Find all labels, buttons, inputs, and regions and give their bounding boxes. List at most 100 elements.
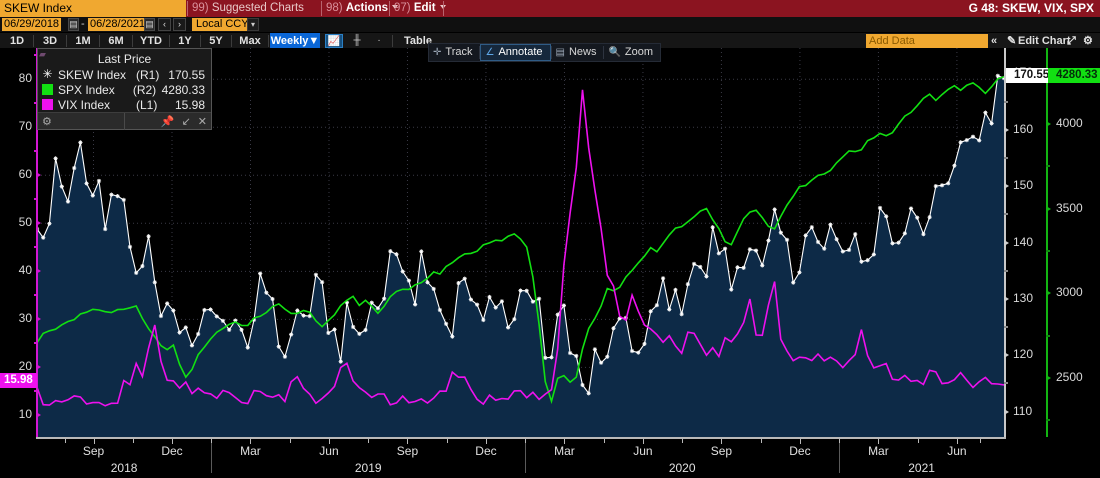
start-date-calendar-icon[interactable]: ▤ xyxy=(68,18,79,31)
table-button[interactable]: Table xyxy=(404,35,432,47)
currency-selector[interactable]: Local CCY xyxy=(192,18,253,31)
right-axis-1-arrow xyxy=(1004,352,1009,359)
collapse-panel-icon[interactable]: « xyxy=(991,35,998,47)
gear-icon[interactable]: ⚙ xyxy=(42,115,52,128)
right-axis-1-tick-160: 160 xyxy=(1013,121,1034,136)
actions-button[interactable]: 98) Actions xyxy=(326,0,398,17)
right-axis-1-tick-130: 130 xyxy=(1013,290,1034,305)
chevron-down-icon: ▼ xyxy=(308,35,320,47)
frequency-selector[interactable]: Weekly▼ xyxy=(270,33,320,49)
zoom-button[interactable]: 🔍 Zoom xyxy=(604,44,660,61)
compare-icon[interactable]: ╫ xyxy=(353,35,361,46)
period-max[interactable]: Max xyxy=(239,35,261,47)
left-axis-minor-tick xyxy=(34,294,38,297)
ticker-input[interactable]: SKEW Index xyxy=(0,0,186,17)
annotate-button[interactable]: ∠ Annotate xyxy=(480,44,551,61)
right-axis-1-arrow xyxy=(1004,183,1009,190)
start-date-input[interactable]: 06/29/2018 xyxy=(2,18,62,31)
x-axis-month-label: Dec xyxy=(161,444,183,458)
period-5y[interactable]: 5Y xyxy=(209,35,223,47)
period-ytd[interactable]: YTD xyxy=(140,35,162,47)
right-axis-1-minor-tick xyxy=(1004,382,1008,385)
gear-icon[interactable]: ⚙ xyxy=(1083,35,1093,47)
date-range-bar: 06/29/2018 ▤ - 06/28/2021 ▤ ‹ › Local CC… xyxy=(0,17,1100,49)
period-1m[interactable]: 1M xyxy=(75,35,91,47)
legend-series-name: VIX Index xyxy=(58,97,111,112)
period-6m[interactable]: 6M xyxy=(108,35,124,47)
legend-row[interactable]: SPX Index (R2) 4280.33 xyxy=(38,82,211,97)
legend-series-value: 4280.33 xyxy=(161,82,205,97)
edit-chart-button[interactable]: Edit Chart xyxy=(1018,35,1071,47)
legend-row[interactable]: ✳ SKEW Index (R1) 170.55 xyxy=(38,67,211,82)
legend-series-name: SPX Index xyxy=(58,82,115,97)
legend-series-axis: (L1) xyxy=(136,97,158,112)
x-axis-minor-tick xyxy=(917,439,919,443)
minimize-icon[interactable]: ↙ xyxy=(181,115,191,128)
x-axis-minor-tick xyxy=(980,439,982,443)
x-axis-year-label: 2020 xyxy=(668,461,696,475)
add-data-input[interactable]: Add Data xyxy=(866,34,988,48)
prev-period-button[interactable]: ‹ xyxy=(158,18,171,31)
edit-button[interactable]: 97) Edit xyxy=(394,0,446,17)
end-date-input[interactable]: 06/28/2021 xyxy=(88,18,148,31)
left-axis-arrow xyxy=(36,172,41,179)
end-date-calendar-icon[interactable]: ▤ xyxy=(144,18,155,31)
year-separator xyxy=(525,443,527,473)
left-axis-minor-tick xyxy=(34,390,38,393)
period-1y[interactable]: 1Y xyxy=(178,35,192,47)
legend-series-axis: (R2) xyxy=(132,82,157,97)
legend-title: Last Price xyxy=(97,52,152,66)
pin-icon[interactable]: 📌 xyxy=(160,115,175,128)
x-axis-month-label: Jun xyxy=(319,444,339,458)
actions-number: 98) xyxy=(326,2,343,14)
left-axis-tick-10: 10 xyxy=(18,407,32,422)
chart-legend[interactable]: Last Price ✳ SKEW Index (R1) 170.55 SPX Inde… xyxy=(37,48,212,130)
x-axis-minor-tick xyxy=(760,439,762,443)
left-axis-tick-60: 60 xyxy=(18,167,32,182)
suggested-charts-button[interactable]: 99) Suggested Charts xyxy=(192,0,304,17)
x-axis-month-label: Sep xyxy=(710,444,733,458)
close-icon[interactable]: ✕ xyxy=(197,115,207,128)
next-period-button[interactable]: › xyxy=(173,18,186,31)
year-separator xyxy=(839,443,841,473)
x-axis-line xyxy=(36,437,1006,439)
x-axis-minor-tick xyxy=(446,439,448,443)
chevron-down-icon xyxy=(439,5,446,9)
line-chart-icon[interactable]: 📈 xyxy=(325,34,343,48)
right-axis-2-tick-4000: 4000 xyxy=(1056,116,1083,131)
left-axis-minor-tick xyxy=(34,342,38,345)
period-toolbar: 1D 3D 1M 6M YTD 1Y 5Y Max Weekly▼ 📈 ╫ · … xyxy=(0,32,1100,49)
edit-number: 97) xyxy=(394,2,411,14)
x-axis-month-label: Mar xyxy=(554,444,575,458)
right-axis-2-tick-2500: 2500 xyxy=(1056,369,1083,384)
chart-canvas xyxy=(37,48,1004,437)
vix-price-flag: 15.98 xyxy=(0,373,37,388)
zoom-label: Zoom xyxy=(624,46,654,58)
actions-label: Actions xyxy=(345,2,388,14)
news-button[interactable]: ▤ News xyxy=(552,44,604,61)
right-axis-2-arrow xyxy=(1046,205,1051,212)
left-axis-tick-50: 50 xyxy=(18,215,32,230)
news-label: News xyxy=(568,46,597,58)
x-axis-tick xyxy=(93,439,95,444)
left-axis-tick-80: 80 xyxy=(18,71,32,86)
x-axis-minor-tick xyxy=(839,439,841,443)
left-axis-arrow xyxy=(36,412,41,419)
x-axis-year-label: 2019 xyxy=(354,461,382,475)
edit-chart-pencil-icon[interactable]: ✎ xyxy=(1007,35,1017,47)
news-icon: ▤ xyxy=(555,47,565,58)
right-axis-1-minor-tick xyxy=(1004,213,1008,216)
more-dot-icon[interactable]: · xyxy=(377,35,381,46)
annotate-label: Annotate xyxy=(498,46,543,58)
track-button[interactable]: ✛ Track xyxy=(429,44,479,61)
right-axis-2-minor-tick xyxy=(1046,334,1050,337)
legend-row[interactable]: VIX Index (L1) 15.98 xyxy=(38,97,211,112)
left-axis-arrow xyxy=(36,268,41,275)
right-axis-2-arrow xyxy=(1046,290,1051,297)
period-3d[interactable]: 3D xyxy=(42,35,58,47)
expand-icon[interactable]: ⤢ xyxy=(1067,35,1076,47)
right-axis-2-minor-tick xyxy=(1046,419,1050,422)
period-1d[interactable]: 1D xyxy=(9,35,25,47)
currency-dropdown-icon[interactable]: ▾ xyxy=(247,18,259,31)
